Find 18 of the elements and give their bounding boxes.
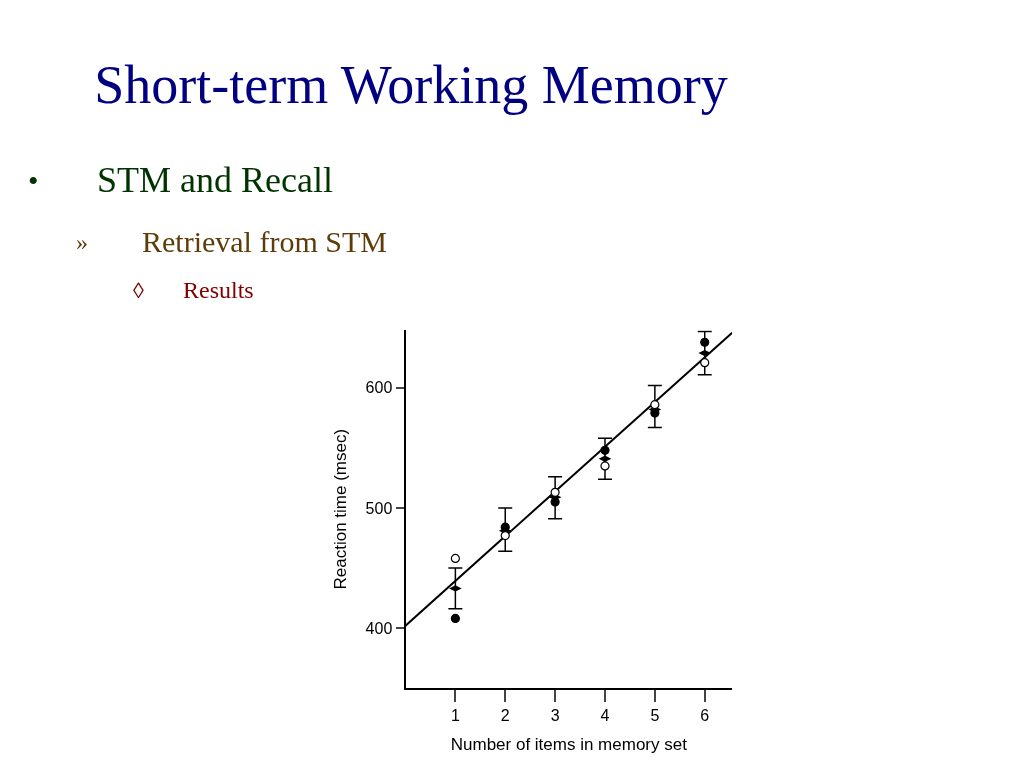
text: Results	[183, 277, 254, 303]
x-tick-label: 6	[700, 707, 710, 725]
x-tick-label: 3	[550, 707, 560, 725]
text: STM and Recall	[97, 160, 333, 200]
chart-title: Short-term Working Memory	[94, 55, 728, 116]
x-axis-title: Number of items in memory set	[450, 735, 688, 755]
x-tick-label: 2	[500, 707, 510, 725]
text: •	[28, 164, 39, 197]
y-tick-label: 500	[365, 499, 393, 517]
y-tick-label: 400	[365, 619, 393, 637]
x-tick-label: 4	[600, 707, 610, 725]
y-axis-title: Reaction time (msec)	[330, 428, 350, 590]
y-tick-label: 600	[365, 379, 393, 397]
text: Retrieval from STM	[142, 225, 387, 258]
x-tick-label: 1	[450, 707, 460, 725]
x-tick-label: 5	[650, 707, 660, 725]
text: ◊	[133, 278, 144, 303]
text: »	[76, 229, 88, 255]
